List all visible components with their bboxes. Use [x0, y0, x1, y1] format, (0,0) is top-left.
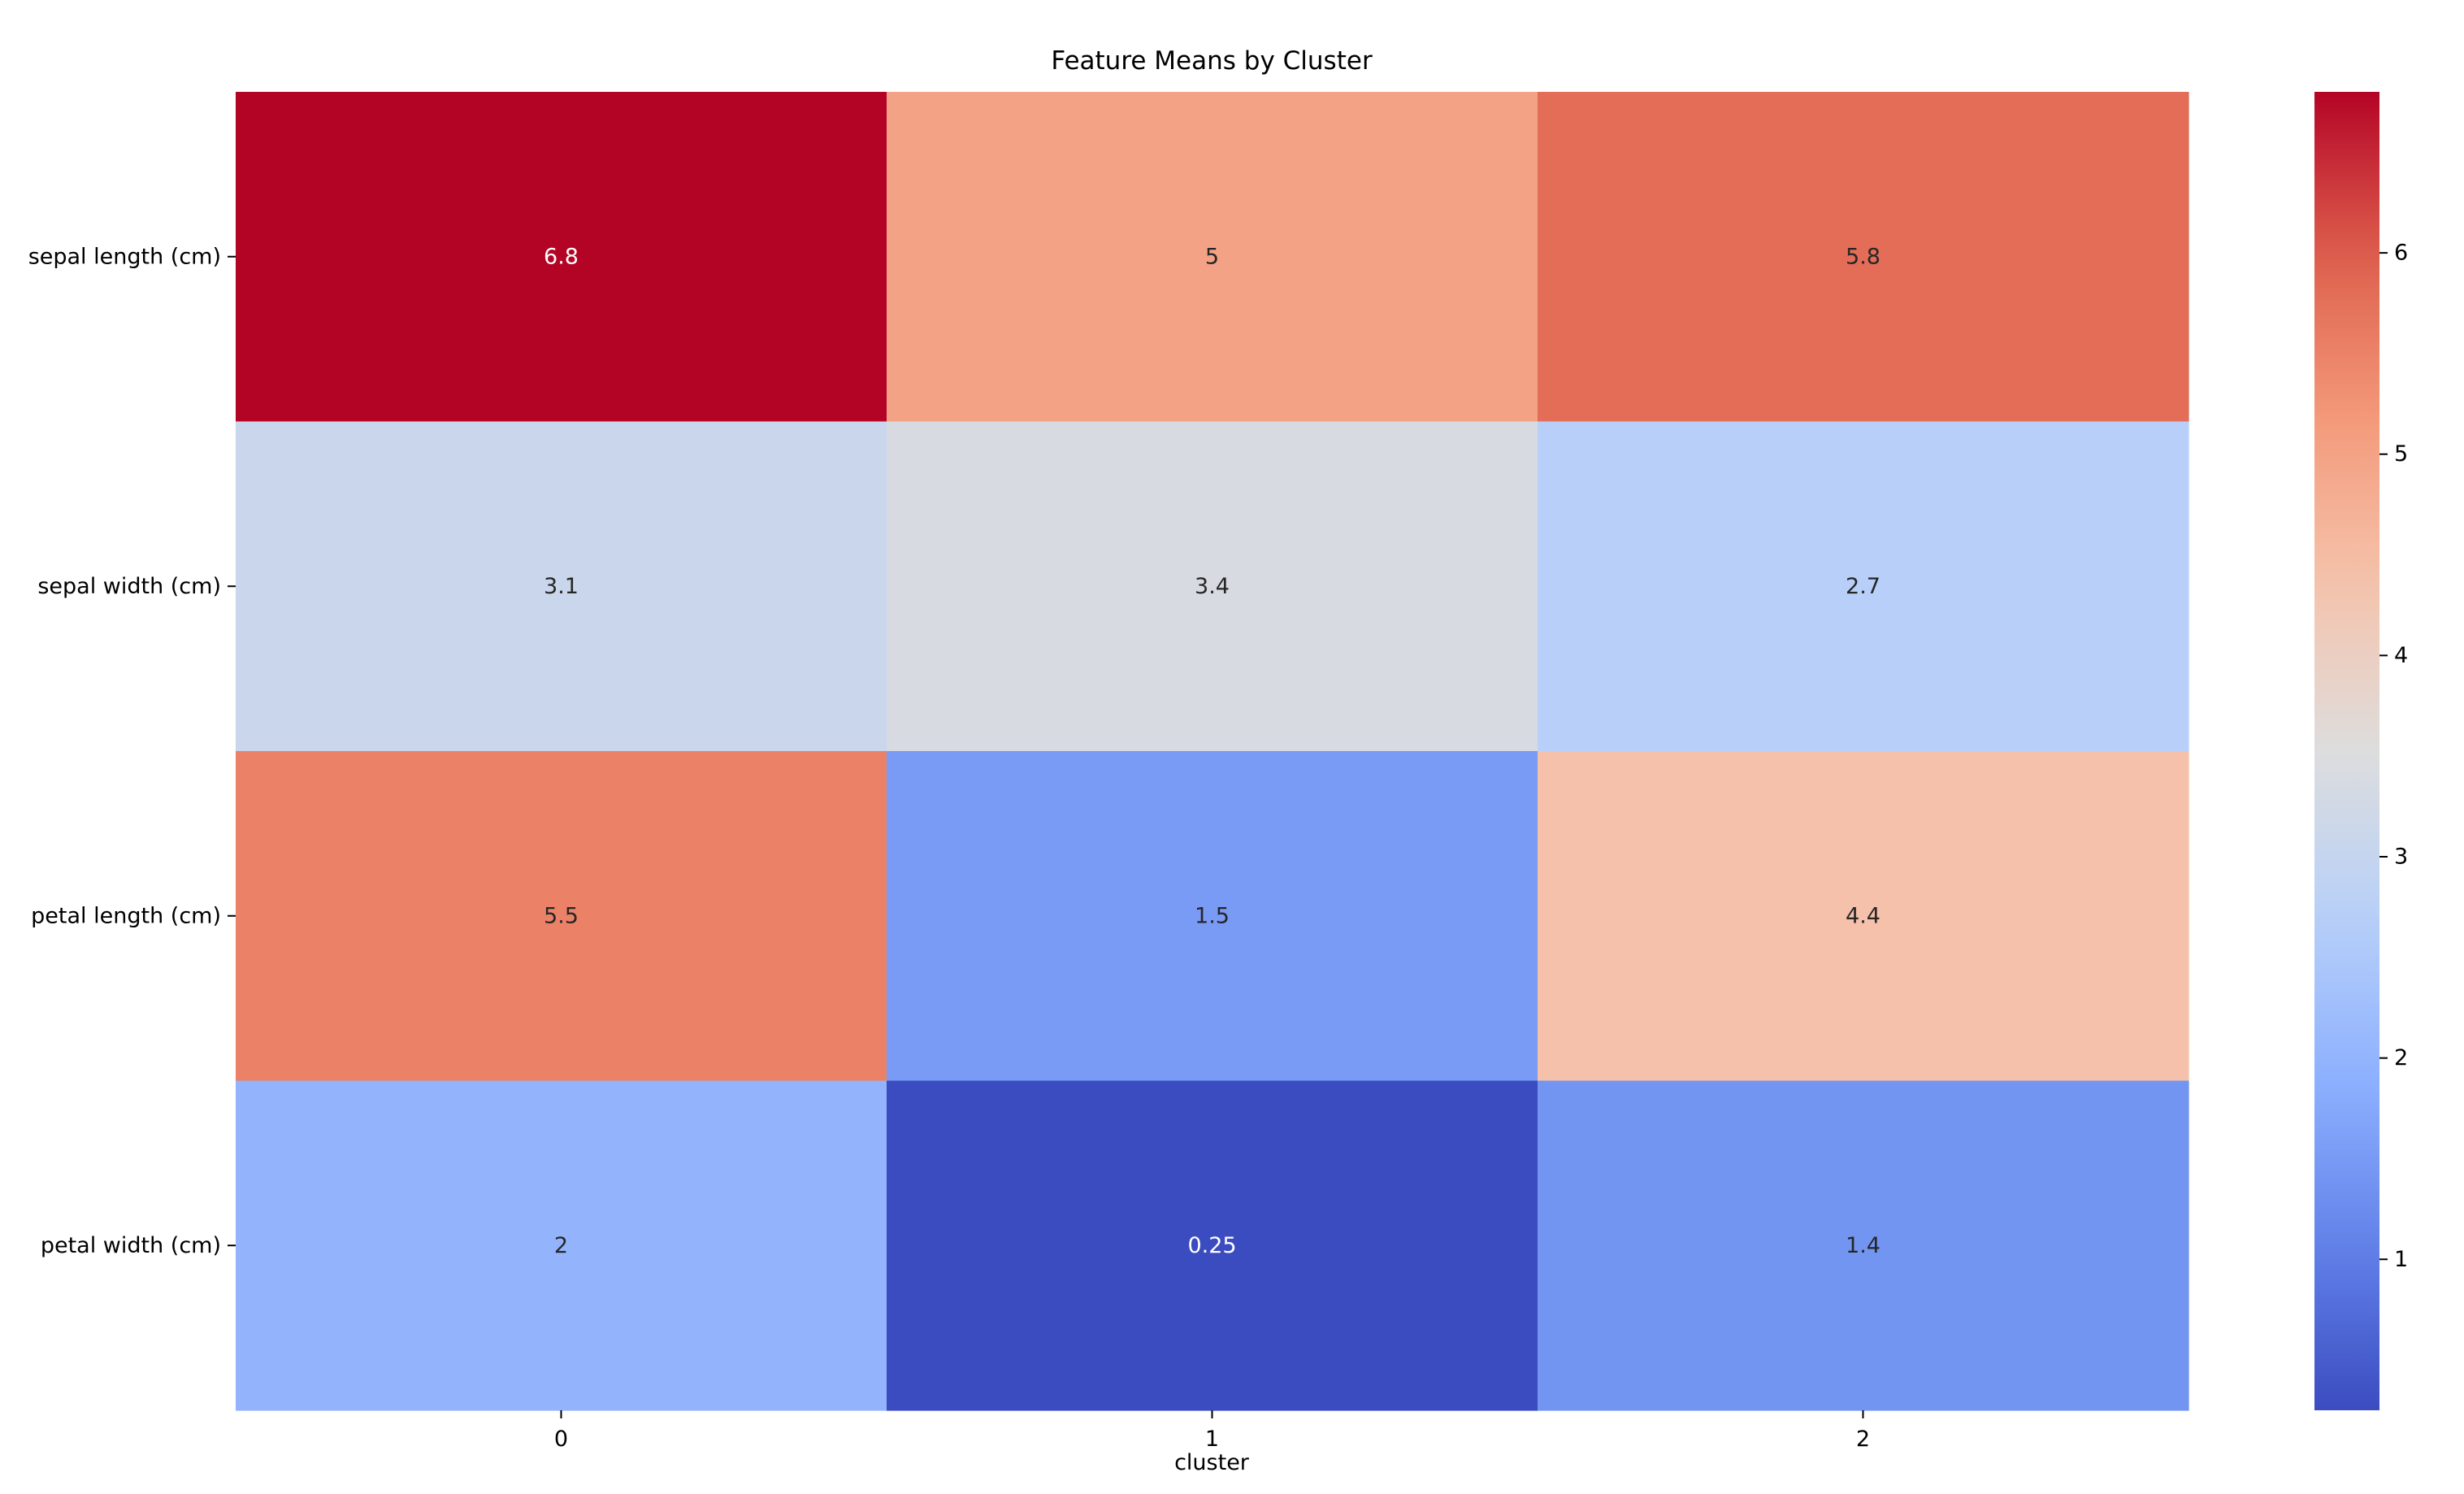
- heatmap-cell-r1-c0: [236, 421, 887, 752]
- colorbar-tick-label-5: 6: [2394, 241, 2408, 266]
- x-axis-ticks: 0 1 2: [554, 1410, 1870, 1452]
- cell-value-label-r1-c2: 2.7: [1846, 574, 1881, 599]
- y-tick-label-2: petal length (cm): [31, 903, 221, 928]
- heatmap-cell-r1-c1: [887, 421, 1538, 752]
- cell-value-label-r2-c1: 1.5: [1195, 903, 1230, 928]
- cell-value-label-r0-c1: 5: [1205, 244, 1219, 269]
- colorbar-tick-label-3: 4: [2394, 643, 2408, 668]
- cell-value-label-r1-c1: 3.4: [1195, 574, 1230, 599]
- heatmap-cell-r1-c2: [1538, 421, 2189, 752]
- heatmap-cell-r2-c2: [1538, 751, 2189, 1082]
- heatmap-cell-r2-c1: [887, 751, 1538, 1082]
- heatmap-cell-r0-c1: [887, 92, 1538, 423]
- colorbar-tick-label-0: 1: [2394, 1247, 2408, 1272]
- cell-value-label-r2-c0: 5.5: [544, 903, 579, 928]
- cell-value-label-r1-c0: 3.1: [544, 574, 579, 599]
- x-tick-label-1: 1: [1205, 1427, 1219, 1452]
- heatmap-cell-r3-c1: [887, 1080, 1538, 1411]
- x-axis-label: cluster: [1174, 1450, 1250, 1475]
- y-axis-ticks: sepal length (cm) sepal width (cm) petal l…: [28, 244, 236, 1258]
- heatmap-cell-r2-c0: [236, 751, 887, 1082]
- heatmap-cell-r0-c0: [236, 92, 887, 423]
- cell-value-label-r0-c2: 5.8: [1846, 244, 1881, 269]
- cell-value-label-r3-c1: 0.25: [1187, 1233, 1236, 1258]
- colorbar-tick-label-2: 3: [2394, 845, 2408, 870]
- colorbar: 1 2 3 4 5 6: [2314, 92, 2408, 1410]
- y-tick-label-1: sepal width (cm): [37, 574, 221, 599]
- chart-title: Feature Means by Cluster: [1051, 46, 1373, 76]
- cell-value-label-r3-c0: 2: [554, 1233, 568, 1258]
- colorbar-tick-label-4: 5: [2394, 441, 2408, 467]
- heatmap-cell-r0-c2: [1538, 92, 2189, 423]
- x-tick-label-0: 0: [554, 1427, 568, 1452]
- colorbar-tick-label-1: 2: [2394, 1045, 2408, 1071]
- cell-value-label-r2-c2: 4.4: [1846, 903, 1881, 928]
- cell-value-label-r0-c0: 6.8: [544, 244, 579, 269]
- colorbar-gradient-bar: [2314, 92, 2379, 1410]
- heatmap-cell-r3-c2: [1538, 1080, 2189, 1411]
- x-tick-label-2: 2: [1856, 1427, 1870, 1452]
- y-tick-label-0: sepal length (cm): [28, 244, 221, 269]
- heatmap-cell-r3-c0: [236, 1080, 887, 1411]
- heatmap-cells: 6.8 5 5.8 3.1 3.4 2.7 5.5 1.5 4.4 2 0.25 1.4: [236, 92, 2189, 1411]
- y-tick-label-3: petal width (cm): [41, 1233, 221, 1258]
- cell-value-label-r3-c2: 1.4: [1846, 1233, 1881, 1258]
